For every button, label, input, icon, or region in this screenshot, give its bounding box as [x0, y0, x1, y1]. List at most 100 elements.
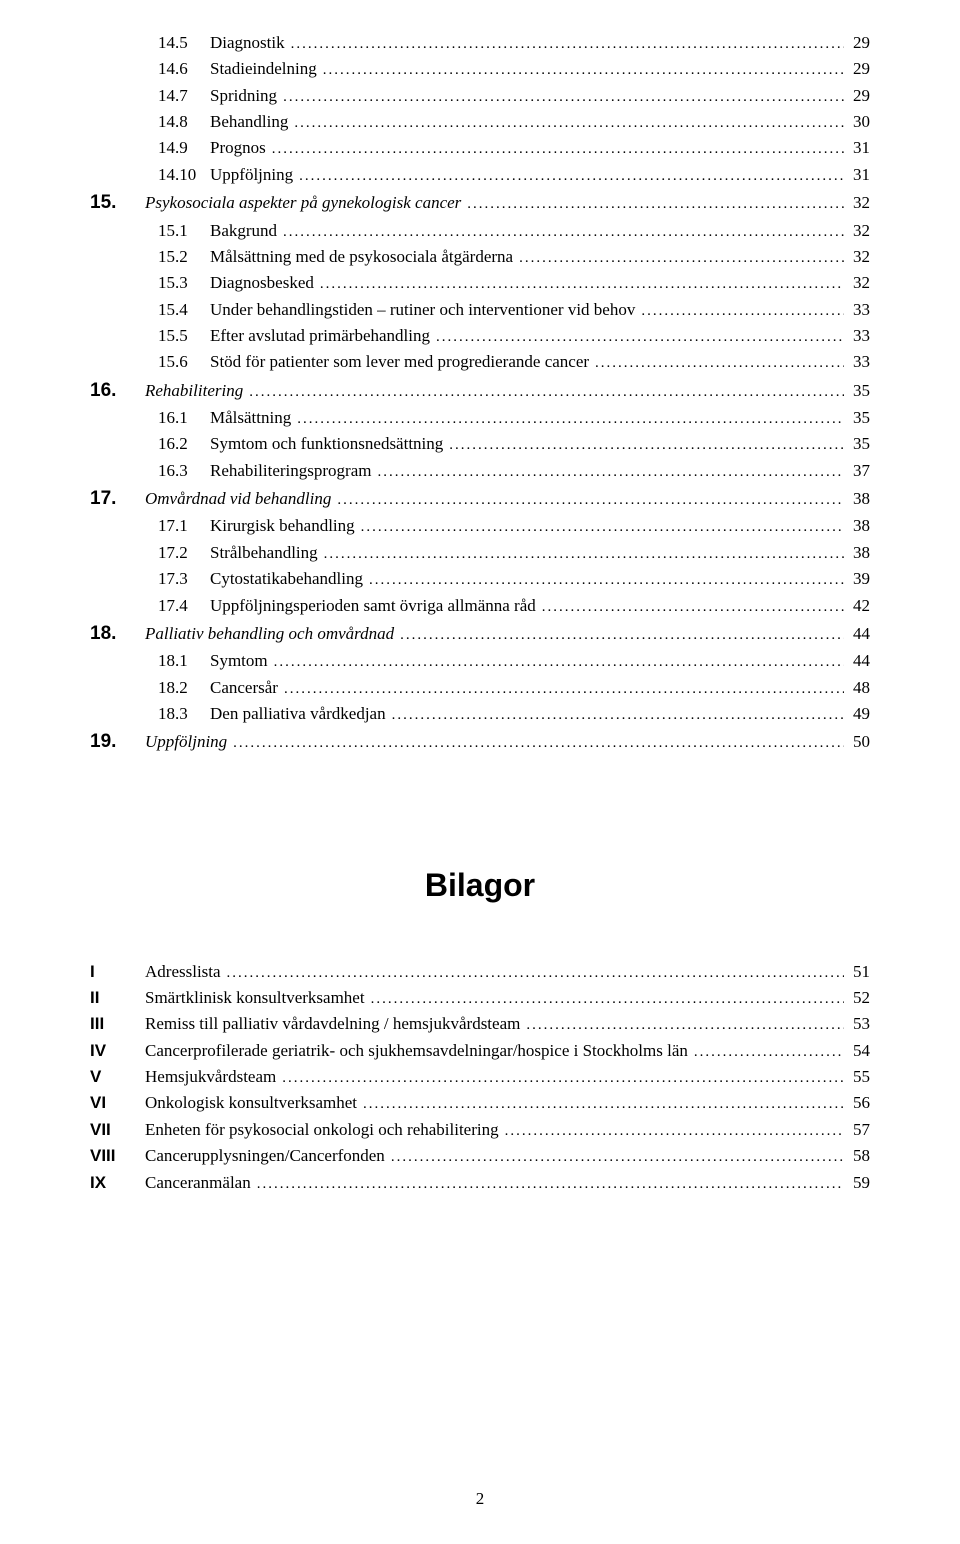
appendix-page: 55	[844, 1064, 870, 1090]
appendix-list: IAdresslista51IISmärtklinisk konsultverk…	[90, 959, 870, 1196]
appendix-item: IXCanceranmälan59	[90, 1170, 870, 1196]
toc-page: 38	[844, 486, 870, 512]
toc-leader-dots	[278, 675, 844, 701]
toc-number: 18.	[90, 619, 145, 648]
toc-leader-dots	[285, 30, 844, 56]
toc-number: 14.10	[158, 162, 210, 188]
toc-sub-item: 14.10Uppföljning31	[90, 162, 870, 188]
toc-leader-dots	[443, 431, 844, 457]
toc-title: Cancersår	[210, 675, 278, 701]
appendix-title: Adresslista	[145, 959, 221, 985]
toc-title: Diagnosbesked	[210, 270, 314, 296]
appendix-leader-dots	[499, 1117, 844, 1143]
toc-title: Cytostatikabehandling	[210, 566, 363, 592]
toc-sub-item: 17.3Cytostatikabehandling 39	[90, 566, 870, 592]
appendix-leader-dots	[520, 1011, 844, 1037]
toc-leader-dots	[513, 244, 844, 270]
toc-sub-item: 15.3Diagnosbesked32	[90, 270, 870, 296]
toc-number: 18.1	[158, 648, 210, 674]
toc-title: Den palliativa vårdkedjan	[210, 701, 386, 727]
toc-sub-item: 14.8Behandling 30	[90, 109, 870, 135]
toc-number: 14.5	[158, 30, 210, 56]
toc-page: 35	[844, 405, 870, 431]
toc-title: Behandling	[210, 109, 288, 135]
toc-title: Strålbehandling	[210, 540, 318, 566]
toc-page: 38	[844, 513, 870, 539]
toc-leader-dots	[371, 458, 844, 484]
toc-page: 50	[844, 729, 870, 755]
appendix-item: VIIEnheten för psykosocial onkologi och …	[90, 1117, 870, 1143]
toc-number: 14.8	[158, 109, 210, 135]
toc-sub-item: 17.2Strålbehandling38	[90, 540, 870, 566]
toc-number: 17.3	[158, 566, 210, 592]
toc-sub-item: 15.5Efter avslutad primärbehandling33	[90, 323, 870, 349]
appendix-page: 53	[844, 1011, 870, 1037]
toc-number: 15.1	[158, 218, 210, 244]
toc-page: 42	[844, 593, 870, 619]
appendix-item: VHemsjukvårdsteam55	[90, 1064, 870, 1090]
toc-leader-dots	[317, 56, 844, 82]
toc-main-item: 19.Uppföljning 50	[90, 727, 870, 756]
toc-title: Bakgrund	[210, 218, 277, 244]
toc-page: 32	[844, 190, 870, 216]
toc-number: 14.7	[158, 83, 210, 109]
appendix-heading: Bilagor	[90, 867, 870, 904]
toc-main-item: 16.Rehabilitering35	[90, 376, 870, 405]
toc-leader-dots	[293, 162, 844, 188]
toc-page: 29	[844, 30, 870, 56]
toc-title: Stöd för patienter som lever med progred…	[210, 349, 589, 375]
appendix-page: 52	[844, 985, 870, 1011]
toc-title: Prognos	[210, 135, 266, 161]
toc-leader-dots	[277, 218, 844, 244]
appendix-item: IVCancerprofilerade geriatrik- och sjukh…	[90, 1038, 870, 1064]
toc-leader-dots	[386, 701, 844, 727]
appendix-item: IAdresslista51	[90, 959, 870, 985]
toc-leader-dots	[277, 83, 844, 109]
toc-leader-dots	[318, 540, 844, 566]
toc-leader-dots	[314, 270, 844, 296]
toc-number: 14.9	[158, 135, 210, 161]
toc-title: Målsättning	[210, 405, 291, 431]
appendix-roman: IX	[90, 1170, 145, 1196]
toc-number: 19.	[90, 727, 145, 756]
toc-sub-item: 15.1Bakgrund32	[90, 218, 870, 244]
appendix-title: Hemsjukvårdsteam	[145, 1064, 276, 1090]
appendix-item: IISmärtklinisk konsultverksamhet52	[90, 985, 870, 1011]
table-of-contents: 14.5Diagnostik2914.6Stadieindelning2914.…	[90, 30, 870, 757]
toc-sub-item: 14.9Prognos31	[90, 135, 870, 161]
appendix-leader-dots	[221, 959, 844, 985]
toc-page: 49	[844, 701, 870, 727]
toc-page: 39	[844, 566, 870, 592]
appendix-page: 57	[844, 1117, 870, 1143]
toc-leader-dots	[461, 190, 844, 216]
toc-sub-item: 15.6Stöd för patienter som lever med pro…	[90, 349, 870, 375]
appendix-leader-dots	[365, 985, 844, 1011]
toc-sub-item: 17.1Kirurgisk behandling38	[90, 513, 870, 539]
toc-title: Palliativ behandling och omvårdnad	[145, 621, 394, 647]
appendix-roman: IV	[90, 1038, 145, 1064]
toc-number: 15.3	[158, 270, 210, 296]
appendix-leader-dots	[357, 1090, 844, 1116]
toc-number: 16.2	[158, 431, 210, 457]
toc-number: 18.3	[158, 701, 210, 727]
toc-leader-dots	[243, 378, 844, 404]
toc-main-item: 18.Palliativ behandling och omvårdnad44	[90, 619, 870, 648]
toc-title: Omvårdnad vid behandling	[145, 486, 331, 512]
toc-page: 33	[844, 323, 870, 349]
appendix-page: 54	[844, 1038, 870, 1064]
appendix-item: VIIICancerupplysningen/Cancerfonden58	[90, 1143, 870, 1169]
toc-leader-dots	[430, 323, 844, 349]
toc-page: 31	[844, 162, 870, 188]
appendix-title: Remiss till palliativ vårdavdelning / he…	[145, 1011, 520, 1037]
toc-title: Uppföljning	[145, 729, 227, 755]
toc-sub-item: 17.4Uppföljningsperioden samt övriga all…	[90, 593, 870, 619]
toc-number: 15.2	[158, 244, 210, 270]
appendix-page: 51	[844, 959, 870, 985]
appendix-title: Enheten för psykosocial onkologi och reh…	[145, 1117, 499, 1143]
toc-number: 15.	[90, 188, 145, 217]
appendix-item: IIIRemiss till palliativ vårdavdelning /…	[90, 1011, 870, 1037]
toc-number: 15.6	[158, 349, 210, 375]
toc-page: 30	[844, 109, 870, 135]
appendix-title: Cancerprofilerade geriatrik- och sjukhem…	[145, 1038, 688, 1064]
toc-page: 37	[844, 458, 870, 484]
